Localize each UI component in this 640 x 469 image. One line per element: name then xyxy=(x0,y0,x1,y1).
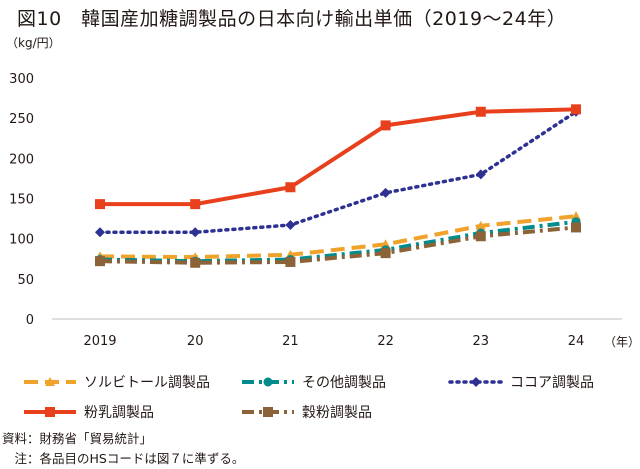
legend-swatch xyxy=(22,375,78,389)
series-1 xyxy=(95,211,581,261)
legend-item: ココア調製品 xyxy=(448,372,594,392)
footnote: 注：各品目のHSコードは図７に準ずる。 xyxy=(2,448,244,467)
data-point xyxy=(476,107,486,117)
data-point xyxy=(476,231,486,241)
x-tick-label: 22 xyxy=(377,334,394,349)
legend-item: ソルビトール調製品 xyxy=(22,372,210,392)
y-tick-label: 300 xyxy=(9,72,34,87)
legend-label: ソルビトール調製品 xyxy=(84,372,210,392)
legend-item: 粉乳調製品 xyxy=(22,402,154,422)
data-point xyxy=(381,188,391,198)
data-point xyxy=(381,120,391,130)
x-tick-label: 23 xyxy=(473,334,490,349)
y-tick-label: 150 xyxy=(9,193,34,208)
data-point xyxy=(190,199,200,209)
y-tick-label: 100 xyxy=(9,233,34,248)
data-point xyxy=(571,222,581,232)
x-tick-label: 2019 xyxy=(83,334,116,349)
legend-swatch xyxy=(240,405,296,419)
chart-legend: ソルビトール調製品 その他調製品 ココア調製品粉乳調製品 穀粉調製品 xyxy=(0,372,640,432)
legend-swatch xyxy=(448,375,504,389)
x-tick-label: 20 xyxy=(187,334,204,349)
data-point xyxy=(95,256,105,266)
line-chart-plot: 0 50 100 150 200 250 300 2019 20 21 22 23 24 xyxy=(0,0,640,372)
data-point xyxy=(190,258,200,268)
x-tick-label: 24 xyxy=(568,334,585,349)
data-point xyxy=(95,199,105,209)
legend-label: 穀粉調製品 xyxy=(302,402,372,422)
data-point xyxy=(95,227,105,237)
legend-swatch xyxy=(240,375,296,389)
data-point xyxy=(571,104,581,114)
series-line xyxy=(100,216,576,257)
legend-label: ココア調製品 xyxy=(510,372,594,392)
series-line xyxy=(100,109,576,204)
y-tick-label: 0 xyxy=(26,313,34,328)
data-point xyxy=(285,182,295,192)
data-point xyxy=(190,227,200,237)
chart-figure: 図10 韓国産加糖調製品の日本向け輸出単価（2019～24年） （kg/円） （… xyxy=(0,0,640,469)
legend-marker xyxy=(471,377,481,387)
y-tick-label: 50 xyxy=(17,273,34,288)
legend-label: 粉乳調製品 xyxy=(84,402,154,422)
y-tick-label: 200 xyxy=(9,152,34,167)
legend-item: その他調製品 xyxy=(240,372,386,392)
legend-marker xyxy=(264,378,273,387)
source-note: 資料：財務省「貿易統計」 xyxy=(2,428,152,447)
legend-item: 穀粉調製品 xyxy=(240,402,372,422)
y-tick-label: 250 xyxy=(9,112,34,127)
data-point xyxy=(381,248,391,258)
data-point xyxy=(285,220,295,230)
legend-marker xyxy=(45,407,55,417)
series-line xyxy=(100,112,576,233)
legend-label: その他調製品 xyxy=(302,372,386,392)
series-3 xyxy=(95,107,581,238)
data-point xyxy=(285,257,295,267)
legend-marker xyxy=(263,407,273,417)
legend-swatch xyxy=(22,405,78,419)
x-tick-label: 21 xyxy=(282,334,299,349)
